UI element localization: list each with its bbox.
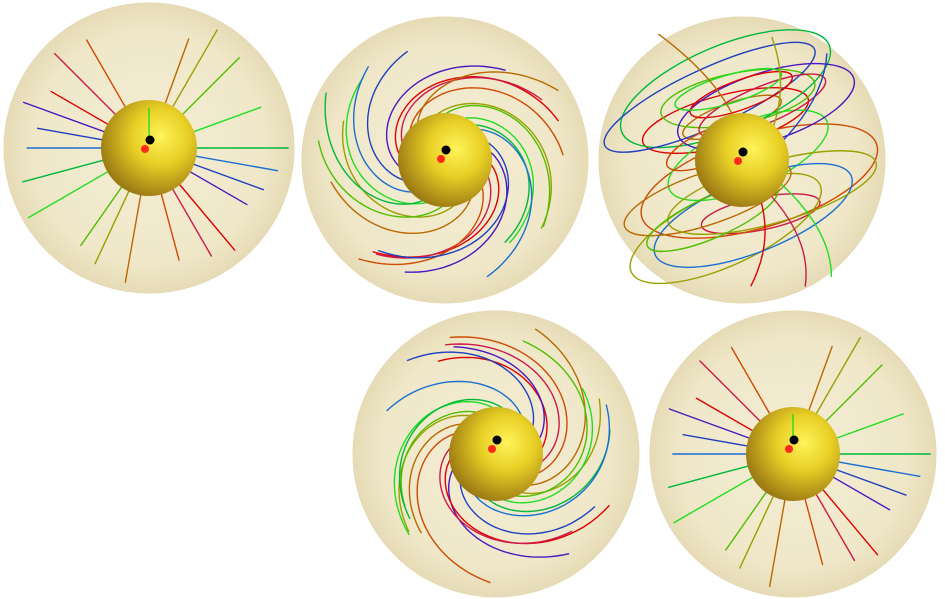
sphere-panel-1	[3, 2, 295, 294]
field-line	[673, 469, 766, 524]
red-marker	[488, 445, 496, 453]
field-line	[165, 29, 218, 120]
field-line	[124, 180, 144, 283]
field-line	[730, 346, 778, 427]
field-line	[22, 155, 118, 183]
field-line	[453, 346, 545, 444]
black-marker	[492, 435, 502, 445]
field-line	[400, 76, 543, 150]
red-marker	[734, 157, 742, 165]
black-marker	[145, 135, 155, 145]
field-line	[439, 442, 573, 545]
sphere-panel-4	[352, 310, 640, 598]
field-line	[467, 404, 611, 517]
field-line	[85, 39, 133, 120]
field-line	[768, 485, 788, 588]
red-marker	[141, 145, 149, 153]
field-line	[815, 364, 883, 432]
field-lines	[22, 29, 289, 283]
sphere-panel-5	[649, 310, 937, 598]
field-line	[823, 464, 907, 496]
field-line	[394, 75, 560, 161]
field-line	[53, 52, 126, 125]
field-line	[450, 117, 535, 244]
field-line	[477, 429, 611, 513]
field-line	[317, 140, 452, 218]
field-line	[674, 67, 783, 111]
field-lines	[386, 328, 611, 584]
field-line	[169, 173, 236, 251]
field-line	[416, 431, 491, 584]
field-line	[172, 57, 240, 125]
field-line	[408, 87, 564, 156]
field-line	[501, 340, 588, 497]
field-line	[824, 459, 921, 478]
inner-sphere	[101, 100, 197, 196]
field-line	[437, 356, 548, 455]
field-line	[513, 398, 602, 495]
field-line	[386, 380, 525, 426]
field-line	[400, 410, 491, 507]
field-line	[449, 336, 568, 477]
field-line	[353, 66, 418, 193]
field-line	[668, 408, 763, 444]
field-line	[472, 128, 533, 278]
red-marker	[785, 445, 793, 453]
field-line	[366, 50, 410, 183]
field-line	[179, 158, 265, 191]
field-line	[444, 453, 610, 545]
black-marker	[789, 435, 799, 445]
field-lines	[317, 50, 564, 278]
sphere-panel-3	[598, 16, 886, 304]
field-line	[324, 92, 428, 205]
field-line	[94, 177, 136, 265]
inner-sphere	[449, 407, 543, 501]
sphere-panel-2	[301, 16, 589, 304]
field-line	[165, 176, 213, 257]
inner-sphere	[695, 113, 789, 207]
field-line	[398, 398, 515, 520]
field-line	[416, 71, 559, 131]
field-line	[808, 481, 856, 562]
field-line	[808, 336, 861, 427]
field-line	[447, 464, 570, 558]
field-line	[393, 400, 503, 536]
field-line	[404, 147, 508, 273]
field-line	[813, 478, 879, 556]
field-line	[408, 423, 469, 534]
field-line	[22, 101, 119, 138]
field-line	[358, 181, 484, 266]
field-line	[445, 343, 560, 466]
field-line	[459, 475, 596, 535]
field-line	[27, 164, 121, 219]
field-line	[385, 65, 506, 172]
field-line	[406, 351, 535, 432]
field-line	[330, 181, 474, 234]
black-marker	[441, 145, 451, 155]
field-line	[341, 120, 464, 218]
field-line	[739, 483, 780, 569]
inner-sphere	[398, 113, 492, 207]
field-line	[345, 76, 440, 205]
field-line	[181, 153, 279, 172]
field-line	[667, 461, 762, 489]
black-marker	[738, 147, 748, 157]
inner-sphere	[746, 407, 840, 501]
field-line	[523, 328, 587, 486]
field-line	[462, 124, 530, 244]
field-line	[699, 360, 771, 432]
field-line	[426, 102, 553, 229]
field-line	[489, 387, 594, 504]
field-line	[378, 137, 510, 259]
field-line	[438, 104, 551, 228]
field-line	[398, 414, 479, 533]
red-marker	[437, 155, 445, 163]
